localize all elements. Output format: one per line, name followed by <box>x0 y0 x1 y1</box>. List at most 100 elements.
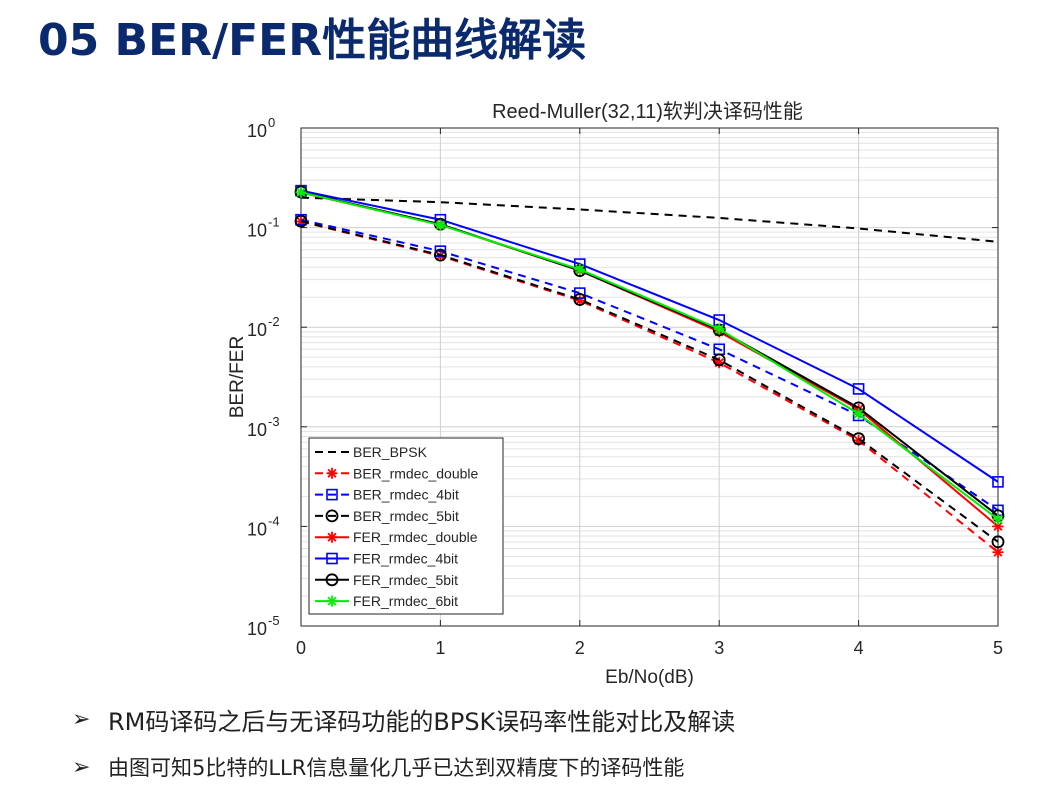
circle-marker <box>294 214 308 228</box>
legend-entry: BER_BPSK <box>315 444 428 460</box>
legend-entry: BER_rmdec_4bit <box>315 487 459 503</box>
arrow-right-icon: ➢ <box>72 706 91 732</box>
y-tick-label: 10 <box>247 221 267 241</box>
legend-entry: FER_rmdec_5bit <box>315 572 458 588</box>
legend-label: BER_BPSK <box>353 444 428 460</box>
series-line-fer-rmdec-4bit <box>300 189 999 483</box>
data-point <box>433 248 447 262</box>
data-point <box>434 219 446 231</box>
y-tick-exponent: -1 <box>268 215 280 230</box>
legend-label: FER_rmdec_4bit <box>353 551 458 567</box>
bullet-text: 由图可知5比特的LLR信息量化几乎已达到双精度下的译码性能 <box>108 756 685 780</box>
data-point <box>713 323 725 335</box>
x-tick-label: 3 <box>714 638 724 658</box>
legend-marker <box>326 595 338 607</box>
star-marker-stroke <box>993 521 1003 531</box>
x-tick-label: 2 <box>575 638 585 658</box>
star-marker-stroke <box>854 409 864 419</box>
legend-marker <box>326 552 338 565</box>
y-tick-exponent: -3 <box>268 414 280 429</box>
circle-marker <box>712 353 726 367</box>
y-tick-label: 10 <box>247 320 267 340</box>
arrow-right-icon: ➢ <box>72 754 91 780</box>
x-tick-label: 0 <box>296 638 306 658</box>
bullet-list: ➢ RM码译码之后与无译码功能的BPSK误码率性能对比及解读 ➢ 由图可知5比特… <box>72 695 1032 791</box>
x-axis-label: Eb/No(dB) <box>605 667 694 688</box>
y-tick-label: 10 <box>247 420 267 440</box>
star-marker-stroke <box>327 532 337 542</box>
legend-entry: FER_rmdec_4bit <box>315 551 458 567</box>
bullet-item: ➢ RM码译码之后与无译码功能的BPSK误码率性能对比及解读 <box>72 695 1032 743</box>
x-tick-label: 4 <box>854 638 864 658</box>
legend-label: FER_rmdec_5bit <box>353 572 458 588</box>
legend-entry: FER_rmdec_double <box>315 529 478 545</box>
legend-label: BER_rmdec_double <box>353 465 479 481</box>
data-point <box>991 535 1005 549</box>
legend-marker <box>325 573 339 587</box>
star-marker-stroke <box>435 220 445 230</box>
bullet-item: ➢ 由图可知5比特的LLR信息量化几乎已达到双精度下的译码性能 <box>72 743 1032 791</box>
circle-marker <box>991 535 1005 549</box>
slide-title: 05 BER/FER性能曲线解读 <box>38 15 587 66</box>
series-markers-ber-rmdec-5bit <box>294 214 1005 549</box>
legend-marker <box>325 509 339 523</box>
data-point <box>712 353 726 367</box>
square-marker <box>573 287 586 299</box>
bullet-text: RM码译码之后与无译码功能的BPSK误码率性能对比及解读 <box>108 707 736 736</box>
data-point <box>992 476 1004 488</box>
series-line-fer-rmdec-6bit <box>300 191 999 521</box>
star-marker-stroke <box>575 264 585 274</box>
circle-marker <box>573 293 587 306</box>
x-tick-label: 5 <box>993 638 1003 658</box>
square-marker <box>852 383 865 395</box>
data-point <box>992 546 1004 558</box>
chart-title: Reed-Muller(32,11)软判决译码性能 <box>492 100 803 123</box>
circle-marker <box>325 573 339 587</box>
legend-marker <box>326 531 338 543</box>
series-line-ber-rmdec-5bit <box>300 220 999 543</box>
circle-marker <box>433 248 447 262</box>
star-marker-stroke <box>327 468 337 478</box>
legend-label: FER_rmdec_6bit <box>353 593 458 609</box>
series-markers-fer-rmdec-6bit <box>295 186 1004 525</box>
legend-entry: FER_rmdec_6bit <box>315 593 458 609</box>
legend-marker <box>326 467 338 479</box>
data-point <box>573 293 587 306</box>
circle-marker <box>852 432 865 446</box>
axes-box <box>300 127 999 627</box>
data-point <box>295 186 307 198</box>
data-point <box>852 432 865 446</box>
star-marker-stroke <box>327 596 337 606</box>
legend-label: BER_rmdec_5bit <box>353 508 459 524</box>
star-marker-stroke <box>296 187 306 197</box>
circle-marker <box>325 509 339 523</box>
star-marker-stroke <box>714 324 724 334</box>
square-marker <box>326 488 338 501</box>
data-point <box>852 383 865 395</box>
square-marker <box>326 552 338 565</box>
y-tick-exponent: -2 <box>268 314 280 329</box>
data-point <box>294 214 308 228</box>
legend-label: FER_rmdec_double <box>353 529 478 545</box>
legend: BER_BPSK BER_rmdec_double BER_rmdec_4bit BE… <box>308 437 504 615</box>
data-point <box>992 513 1004 525</box>
series-line-bpsk-reference <box>300 196 999 243</box>
legend-box <box>308 437 504 615</box>
square-marker <box>992 476 1004 488</box>
legend-entry: BER_rmdec_double <box>315 465 479 481</box>
y-axis-label: BER/FER <box>227 336 248 418</box>
star-marker-stroke <box>993 514 1003 524</box>
legend-label: BER_rmdec_4bit <box>353 487 459 503</box>
y-tick-label: 10 <box>247 121 267 141</box>
y-tick-exponent: -5 <box>268 613 280 628</box>
data-point <box>573 287 586 299</box>
y-tick-exponent: 0 <box>268 115 275 130</box>
data-point <box>853 408 865 420</box>
y-tick-label: 10 <box>247 519 267 539</box>
x-tick-label: 1 <box>435 638 445 658</box>
legend-marker <box>326 488 338 501</box>
y-tick-exponent: -4 <box>268 513 280 528</box>
y-tick-label: 10 <box>247 619 267 639</box>
data-point <box>574 263 586 275</box>
